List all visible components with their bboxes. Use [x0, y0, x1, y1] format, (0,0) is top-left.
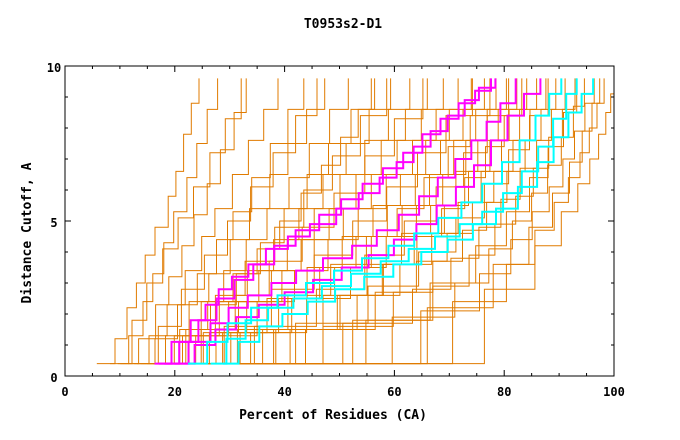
tick-layer: 0 20 40 60 80 100 0 5 10 — [47, 61, 625, 399]
y-axis-label: Distance Cutoff, A — [20, 162, 35, 303]
y-tick-label: 0 — [50, 371, 57, 385]
model-37-line — [265, 78, 601, 365]
highlight-magenta-3-line — [174, 78, 542, 365]
x-tick-label: 20 — [168, 385, 182, 399]
highlight-cyan-3-line — [188, 78, 563, 365]
model-25-line — [242, 78, 585, 365]
y-tick-label: 5 — [50, 216, 57, 230]
model-36-line — [228, 78, 578, 365]
highlight-magenta-4-line — [158, 78, 492, 365]
x-tick-label: 40 — [277, 385, 291, 399]
model-23-line — [223, 78, 566, 365]
x-tick-label: 100 — [603, 385, 625, 399]
x-tick-label: 60 — [387, 385, 401, 399]
y-tick-label: 10 — [47, 61, 61, 75]
series-layer — [96, 78, 615, 365]
x-tick-label: 80 — [497, 385, 511, 399]
x-tick-label: 0 — [61, 385, 68, 399]
model-2-line — [110, 78, 219, 365]
chart-title: T0953s2-D1 — [304, 17, 382, 32]
model-28-line — [298, 78, 615, 365]
model-27-line — [275, 78, 605, 365]
model-29-line — [117, 78, 242, 365]
x-axis-label: Percent of Residues (CA) — [239, 408, 427, 423]
highlight-magenta-1-line — [154, 78, 497, 365]
model-30-line — [136, 78, 318, 365]
model-1-line — [96, 78, 200, 365]
highlight-cyan-1-line — [210, 78, 578, 365]
highlight-magenta-2-line — [164, 78, 517, 365]
highlight-cyan-2-line — [223, 78, 595, 365]
